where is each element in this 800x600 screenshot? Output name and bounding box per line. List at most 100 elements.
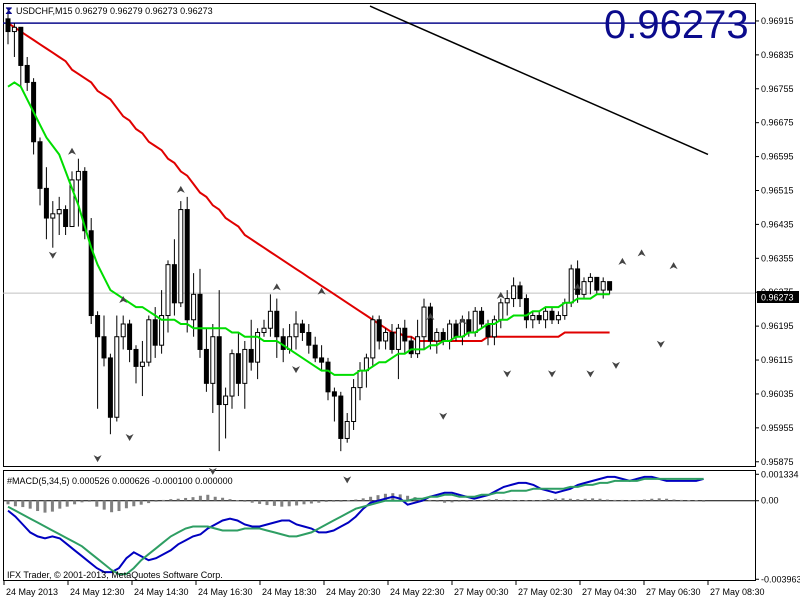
fractal-up-icon <box>426 313 435 321</box>
symbol-icon: ⧗ <box>5 4 13 17</box>
candle <box>24 56 30 91</box>
macd-bar <box>87 500 91 502</box>
time-tick-label: 24 May 20:30 <box>326 587 381 597</box>
candle <box>491 315 497 346</box>
candle <box>107 353 113 435</box>
macd-bar <box>258 500 262 504</box>
macd-pane-frame <box>3 470 756 581</box>
macd-bar <box>672 499 676 501</box>
macd-bar <box>428 499 432 501</box>
fractal-down-icon <box>125 433 134 441</box>
macd-bar <box>124 500 128 509</box>
candle <box>11 23 17 57</box>
macd-bar <box>250 500 254 503</box>
macd-bar <box>679 499 683 501</box>
candle <box>434 328 440 354</box>
candle <box>600 277 606 299</box>
macd-bar <box>272 500 276 506</box>
candle <box>383 328 389 350</box>
macd-bar <box>591 498 595 501</box>
fractal-down-icon <box>292 366 300 374</box>
macd-bar <box>369 496 373 501</box>
macd-bar <box>332 500 336 502</box>
candle <box>562 298 568 320</box>
macd-bar <box>457 500 461 502</box>
macd-bar <box>628 500 632 502</box>
candle <box>88 218 94 325</box>
macd-bar <box>435 500 439 502</box>
candle <box>344 413 350 443</box>
macd-bar <box>243 500 247 502</box>
fractal-up-icon <box>119 296 128 304</box>
macd-bar <box>65 500 69 507</box>
fractal-down-icon <box>612 361 620 369</box>
candle <box>95 311 101 409</box>
macd-axis: 0.001334 0.00 -0.003963 <box>3 469 800 584</box>
candle <box>415 319 421 358</box>
candle <box>184 196 190 333</box>
candle <box>376 315 382 350</box>
macd-bar <box>620 499 624 501</box>
fractal-down-icon <box>586 370 595 378</box>
candle <box>69 171 75 228</box>
price-tick-label: 0.96595 <box>761 152 794 162</box>
macd-bar <box>554 498 558 501</box>
candle <box>223 387 229 439</box>
price-tick-label: 0.96035 <box>761 389 794 399</box>
macd-bar <box>702 500 706 502</box>
fractal-down-icon <box>439 412 448 420</box>
macd-bar <box>176 498 180 501</box>
macd-bar <box>361 498 365 501</box>
macd-bar <box>287 500 291 507</box>
macd-bar <box>480 499 484 501</box>
candle <box>325 357 331 401</box>
candle <box>498 298 504 329</box>
price-tick-label: 0.96835 <box>761 50 794 60</box>
macd-bar <box>6 500 10 505</box>
macd-bar <box>161 499 165 501</box>
candle <box>216 290 222 452</box>
candle <box>479 307 485 329</box>
fractal-up-icon <box>317 287 326 295</box>
macd-bar <box>642 499 646 501</box>
ma-long-line <box>369 5 709 156</box>
time-tick-label: 27 May 00:30 <box>454 587 509 597</box>
symbol-header: USDCHF,M15 0.96279 0.96279 0.96273 0.962… <box>16 6 213 16</box>
fractal-up-icon <box>637 249 646 257</box>
macd-bar <box>576 499 580 501</box>
macd-bar <box>147 500 151 504</box>
candle <box>504 290 510 316</box>
macd-bar <box>302 500 306 505</box>
macd-tick-label: 0.00 <box>761 496 779 506</box>
candle <box>511 277 517 308</box>
candle <box>178 201 184 308</box>
candle <box>159 290 165 354</box>
time-tick-label: 24 May 16:30 <box>198 587 253 597</box>
candle <box>229 349 235 409</box>
price-tick-label: 0.96355 <box>761 253 794 263</box>
macd-bar <box>102 500 106 510</box>
fractal-up-icon <box>272 283 281 291</box>
candle <box>171 239 177 316</box>
candle <box>395 324 401 380</box>
candle <box>56 196 62 235</box>
candle <box>306 324 312 354</box>
price-tick-label: 0.96515 <box>761 185 794 195</box>
macd-bar <box>583 498 587 501</box>
big-price: 0.96273 <box>604 3 749 47</box>
macd-bar <box>665 498 669 501</box>
macd-bar <box>13 500 17 507</box>
price-tick-label: 0.96195 <box>761 321 794 331</box>
macd-bar <box>50 500 54 512</box>
macd-bar <box>517 500 521 502</box>
candle <box>63 205 69 235</box>
candle <box>370 315 376 367</box>
candle <box>331 387 337 422</box>
candle <box>607 281 613 295</box>
macd-bar <box>383 493 387 501</box>
ma-slow-line <box>7 22 610 342</box>
fractal-down-icon <box>548 370 556 378</box>
macd-bar <box>95 500 99 507</box>
macd-bar <box>28 500 32 509</box>
